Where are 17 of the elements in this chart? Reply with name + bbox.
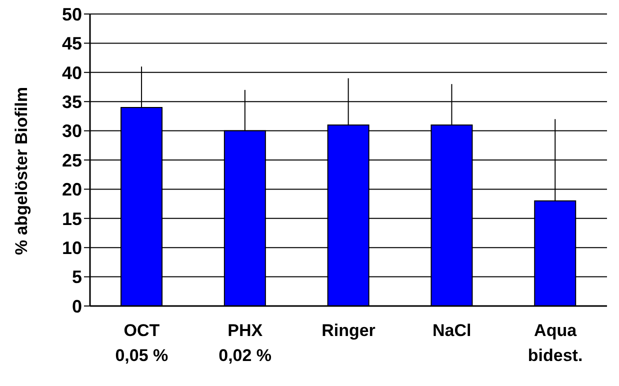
x-tick-label: PHX 0,02 % <box>218 321 272 365</box>
x-tick-label: OCT 0,05 % <box>115 321 168 365</box>
y-tick-label: 10 <box>62 238 82 258</box>
y-tick-label: 15 <box>62 208 82 229</box>
y-tick-label: 5 <box>72 267 82 288</box>
y-tick-label: 30 <box>62 121 82 142</box>
y-tick-label: 25 <box>62 150 82 170</box>
x-tick-label: Ringer <box>322 321 376 340</box>
y-axis-title: % abgelöster Biofilm <box>12 86 32 255</box>
x-tick-label: Aqua bidest. <box>528 321 583 365</box>
y-tick-label: 40 <box>62 62 82 83</box>
y-tick-label: 45 <box>62 34 82 54</box>
y-tick-label: 35 <box>62 92 82 112</box>
y-tick-label: 0 <box>72 296 82 316</box>
x-tick-label: NaCl <box>432 321 472 340</box>
y-tick-label: 20 <box>62 180 82 200</box>
y-tick-label: 50 <box>62 4 82 24</box>
